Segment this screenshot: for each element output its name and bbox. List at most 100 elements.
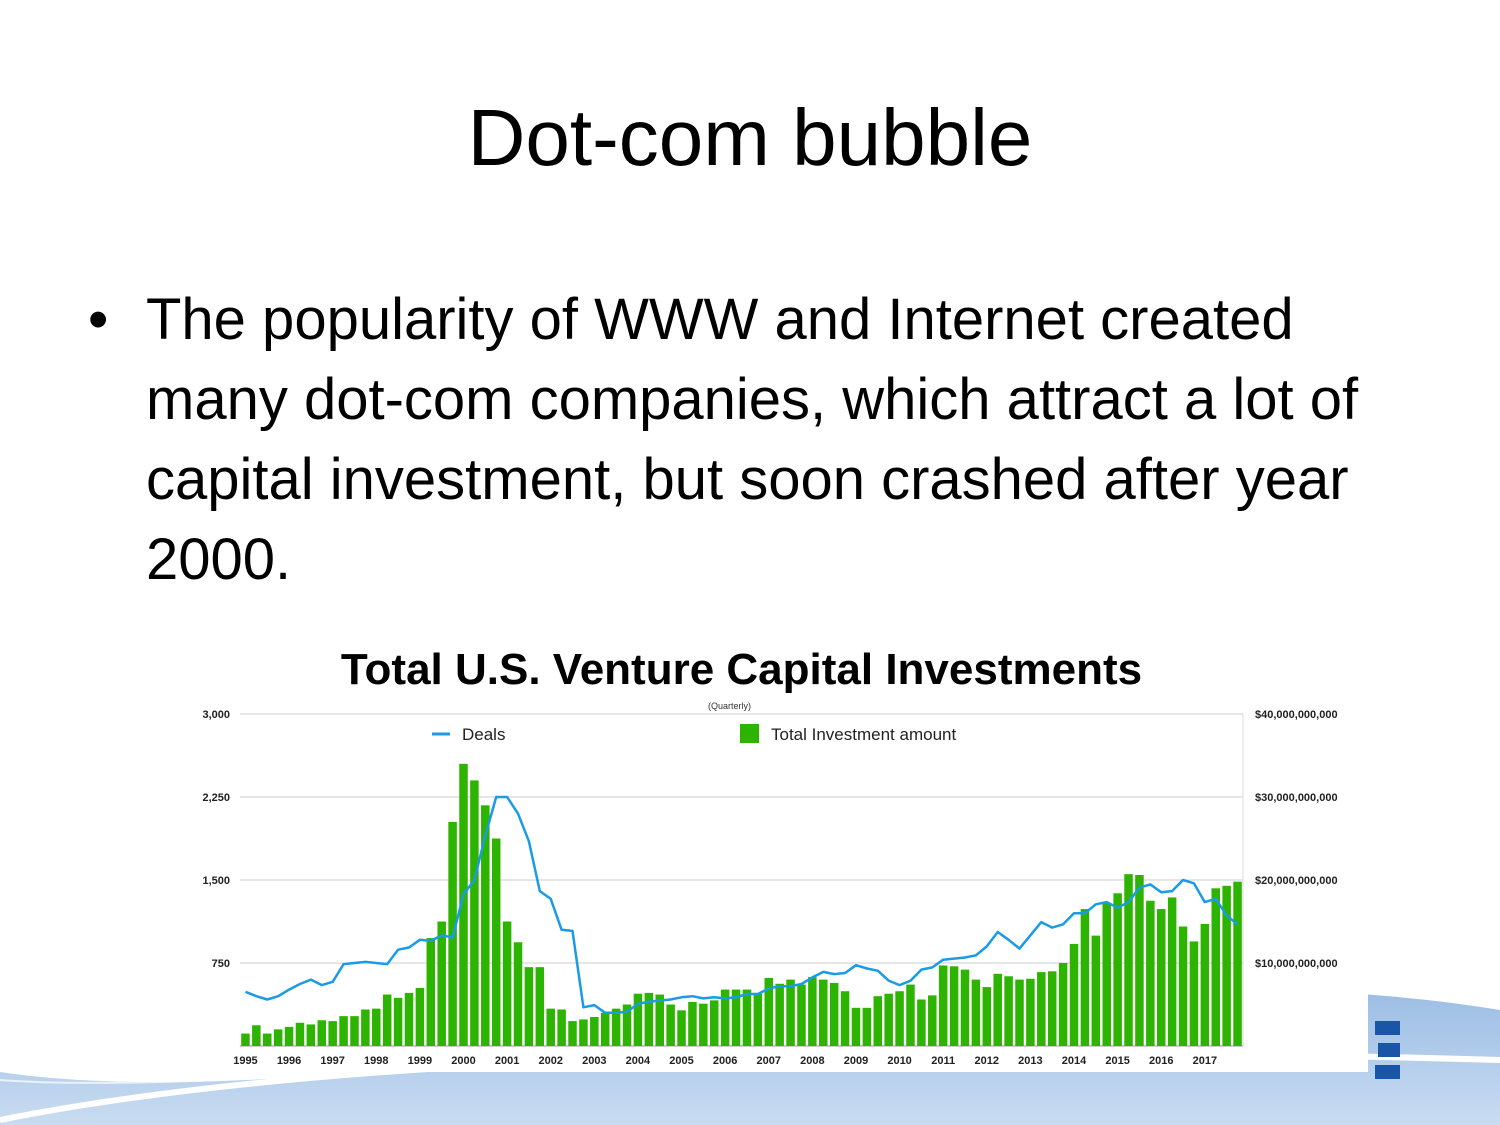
bar [819,979,828,1046]
x-tick-label: 2015 [1105,1055,1129,1067]
bar [513,942,523,1046]
bar [1091,935,1101,1046]
bar [851,1007,861,1046]
bar [252,1025,261,1046]
bar [808,977,817,1046]
bar [1124,874,1133,1046]
bar [1200,923,1210,1046]
x-tick-label: 2006 [713,1055,737,1067]
bar [579,1019,588,1046]
bar [655,994,664,1046]
bar [666,1004,675,1046]
bar [971,979,981,1046]
bar [873,996,883,1046]
bar [1058,963,1068,1046]
chart-subtitle: (Quarterly) [708,701,751,711]
bullet-dot: • [88,287,109,352]
bar [709,1000,719,1046]
bar [459,763,468,1046]
y-left-tick-label: 750 [212,958,230,970]
bar [295,1022,305,1046]
bar [982,987,992,1046]
bar [938,965,948,1046]
bar [502,921,512,1046]
bar [263,1033,272,1046]
x-tick-label: 2007 [757,1055,781,1067]
x-tick-label: 2011 [931,1055,955,1067]
bar [1080,909,1090,1046]
bar [1102,903,1111,1046]
bar [317,1020,327,1046]
bar [600,1012,610,1046]
bar [1004,976,1013,1046]
bar [949,966,959,1046]
y-right-tick-label: $20,000,000,000 [1255,875,1338,887]
y-left-tick-label: 2,250 [202,792,230,804]
bar [1233,881,1242,1046]
vc-investment-chart: Total U.S. Venture Capital Investments (Q… [202,645,1338,1067]
bar [742,989,752,1046]
bar [1069,943,1079,1046]
x-tick-label: 2012 [975,1055,999,1067]
bar [339,1016,348,1046]
x-tick-label: 2003 [582,1055,606,1067]
y-right-tick-label: $40,000,000,000 [1255,709,1338,721]
x-tick-label: 2000 [451,1055,475,1067]
bar [1037,972,1046,1046]
bar [1189,941,1199,1046]
bar [917,999,926,1046]
x-tick-label: 1998 [364,1055,388,1067]
bar [437,921,446,1046]
x-tick-label: 2008 [800,1055,824,1067]
bar [284,1026,294,1046]
bar [241,1033,250,1046]
bar [1211,888,1220,1046]
y-right-tick-label: $30,000,000,000 [1255,792,1338,804]
bar [1113,893,1122,1046]
bar [535,967,545,1046]
x-tick-label: 2010 [887,1055,911,1067]
legend-investment-label: Total Investment amount [771,725,956,744]
bar [328,1021,337,1046]
legend-investment-swatch [740,724,759,743]
bar [775,983,784,1046]
bullet-text: The popularity of WWW and Internet creat… [146,287,1359,592]
bar [404,992,414,1046]
bullet-item: • The popularity of WWW and Internet cre… [88,280,1388,600]
bar [568,1021,577,1046]
bar [470,780,479,1046]
bar [928,995,937,1046]
chart-title: Total U.S. Venture Capital Investments [341,645,1142,694]
bar [895,991,904,1046]
x-tick-label: 2016 [1149,1055,1173,1067]
y-left-tick-label: 1,500 [202,875,230,887]
bar [350,1016,359,1046]
bar [361,1009,370,1046]
x-tick-label: 1999 [408,1055,432,1067]
bar [491,838,501,1046]
bar [273,1029,283,1046]
bar [382,994,392,1046]
slide-title: Dot-com bubble [467,93,1033,182]
y-right-tick-label: $10,000,000,000 [1255,958,1338,970]
bar [590,1016,599,1046]
bar [393,997,403,1046]
bar [1047,971,1057,1046]
bar [633,993,643,1046]
bar [372,1008,381,1046]
bar [546,1008,555,1046]
x-tick-label: 2017 [1193,1055,1217,1067]
x-tick-label: 2004 [626,1055,651,1067]
x-tick-label: 2001 [495,1055,519,1067]
x-tick-label: 1995 [233,1055,257,1067]
bar [797,984,806,1046]
bar [677,1010,686,1046]
x-tick-label: 2013 [1018,1055,1042,1067]
bar [993,973,1002,1046]
bar [481,805,490,1046]
bar [1178,926,1188,1046]
bar [1167,897,1177,1046]
x-tick-label: 2002 [538,1055,562,1067]
bar [699,1003,708,1046]
bar [906,984,915,1046]
